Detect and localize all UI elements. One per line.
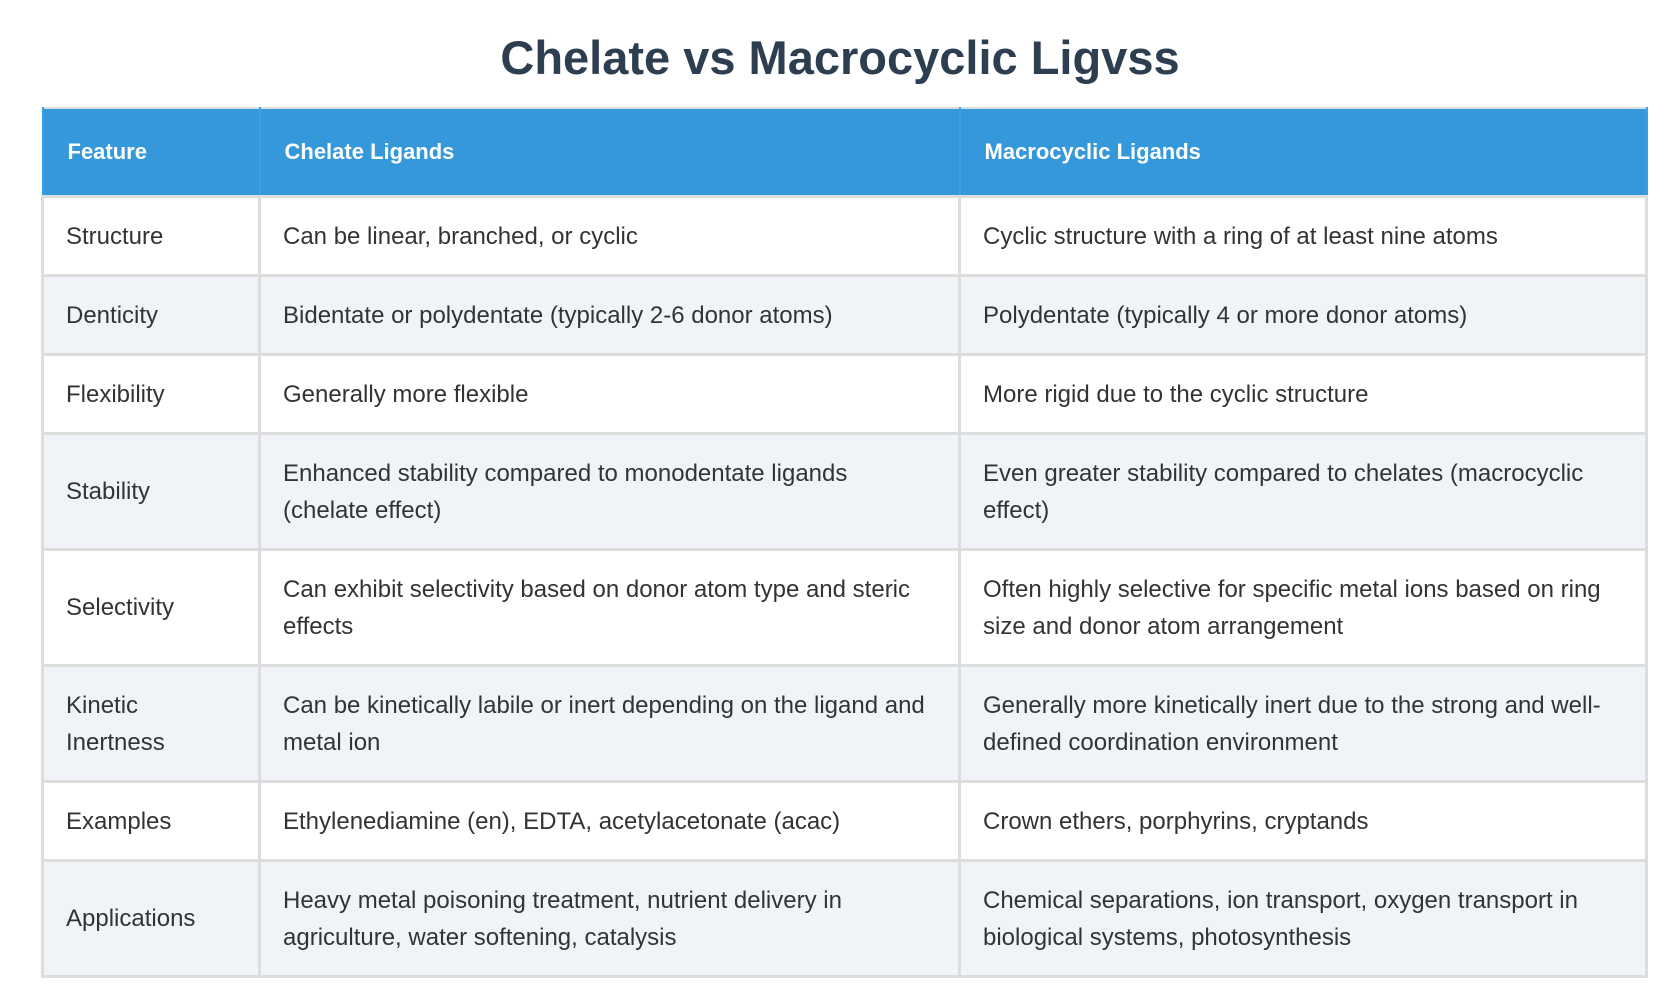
cell-chelate: Can exhibit selectivity based on donor a…: [258, 548, 961, 667]
table-row: Applications Heavy metal poisoning treatm…: [41, 859, 1648, 978]
cell-macrocyclic: Cyclic structure with a ring of at least…: [958, 195, 1648, 277]
table-row: Kinetic Inertness Can be kinetically labi…: [41, 664, 1648, 783]
cell-chelate: Ethylenediamine (en), EDTA, acetylaceton…: [258, 780, 961, 862]
cell-chelate: Bidentate or polydentate (typically 2-6 …: [258, 274, 961, 356]
table-row: Selectivity Can exhibit selectivity based…: [41, 548, 1648, 667]
table-row: Denticity Bidentate or polydentate (typic…: [41, 274, 1648, 356]
table-row: Flexibility Generally more flexible More r…: [41, 353, 1648, 435]
cell-macrocyclic: Crown ethers, porphyrins, cryptands: [958, 780, 1648, 862]
table-row: Stability Enhanced stability compared to …: [41, 432, 1648, 551]
cell-macrocyclic: Even greater stability compared to chela…: [958, 432, 1648, 551]
header-chelate: Chelate Ligands: [258, 108, 961, 198]
cell-feature: Applications: [41, 859, 261, 978]
cell-feature: Selectivity: [41, 548, 261, 667]
table-row: Examples Ethylenediamine (en), EDTA, acet…: [41, 780, 1648, 862]
cell-chelate: Heavy metal poisoning treatment, nutrien…: [258, 859, 961, 978]
cell-macrocyclic: Chemical separations, ion transport, oxy…: [958, 859, 1648, 978]
cell-macrocyclic: Often highly selective for specific meta…: [958, 548, 1648, 667]
table-row: Structure Can be linear, branched, or cyc…: [41, 195, 1648, 277]
cell-chelate: Enhanced stability compared to monodenta…: [258, 432, 961, 551]
cell-chelate: Can be linear, branched, or cyclic: [258, 195, 961, 277]
cell-chelate: Can be kinetically labile or inert depen…: [258, 664, 961, 783]
cell-feature: Examples: [41, 780, 261, 862]
header-feature: Feature: [41, 108, 261, 198]
table-header-row: Feature Chelate Ligands Macrocyclic Liga…: [41, 108, 1648, 198]
cell-feature: Kinetic Inertness: [41, 664, 261, 783]
header-macrocyclic: Macrocyclic Ligands: [958, 108, 1648, 198]
cell-macrocyclic: More rigid due to the cyclic structure: [958, 353, 1648, 435]
cell-feature: Flexibility: [41, 353, 261, 435]
cell-chelate: Generally more flexible: [258, 353, 961, 435]
cell-macrocyclic: Polydentate (typically 4 or more donor a…: [958, 274, 1648, 356]
cell-feature: Stability: [41, 432, 261, 551]
comparison-table: Feature Chelate Ligands Macrocyclic Liga…: [41, 107, 1648, 978]
cell-feature: Structure: [41, 195, 261, 277]
cell-feature: Denticity: [41, 274, 261, 356]
cell-macrocyclic: Generally more kinetically inert due to …: [958, 664, 1648, 783]
page-title: Chelate vs Macrocyclic Ligvss: [500, 31, 1180, 84]
